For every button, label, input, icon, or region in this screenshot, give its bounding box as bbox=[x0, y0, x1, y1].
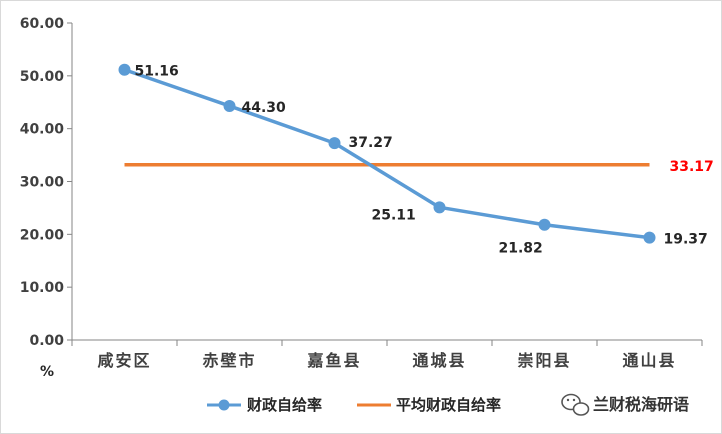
watermark: 兰财税海研语 bbox=[561, 393, 689, 416]
x-tick-label: 通山县 bbox=[622, 351, 676, 370]
x-tick-label: 咸安区 bbox=[97, 351, 151, 370]
legend-marker-blue bbox=[218, 399, 230, 411]
data-point bbox=[643, 231, 656, 244]
x-tick-label: 崇阳县 bbox=[517, 351, 571, 370]
y-tick-label: 30.00 bbox=[20, 175, 65, 191]
data-point bbox=[223, 99, 236, 112]
y-tick-label: 40.00 bbox=[20, 122, 65, 138]
x-tick-label: 赤壁市 bbox=[202, 351, 256, 370]
data-label: 21.82 bbox=[499, 241, 543, 257]
x-tick-label: 通城县 bbox=[412, 351, 466, 370]
data-point bbox=[538, 218, 551, 231]
data-label: 19.37 bbox=[664, 232, 708, 248]
data-label: 51.16 bbox=[135, 64, 179, 80]
legend: 财政自给率 平均财政自给率 bbox=[207, 396, 501, 414]
y-tick-label: 20.00 bbox=[20, 227, 65, 243]
legend-label-self-sufficiency: 财政自给率 bbox=[247, 396, 322, 414]
legend-item-self-sufficiency: 财政自给率 bbox=[207, 396, 322, 414]
y-tick-label: 60.00 bbox=[20, 16, 65, 32]
y-tick-label: 50.00 bbox=[20, 69, 65, 85]
y-tick-label: 0.00 bbox=[29, 333, 64, 349]
average-data-label: 33.17 bbox=[670, 159, 714, 175]
self-sufficiency-line bbox=[123, 68, 650, 240]
data-label: 44.30 bbox=[242, 100, 287, 116]
y-tick-label: 10.00 bbox=[20, 280, 65, 296]
legend-label-average: 平均财政自给率 bbox=[396, 396, 501, 414]
data-point bbox=[118, 63, 131, 76]
data-point bbox=[328, 137, 341, 150]
y-axis-ticks: 0.00 10.00 20.00 30.00 40.00 50.00 60.00 bbox=[20, 16, 72, 349]
watermark-text: 兰财税海研语 bbox=[593, 395, 689, 414]
data-label: 25.11 bbox=[372, 207, 416, 223]
series-layer: 33.17 51.16 44.30 37.27 25.11 21.82 19.37 bbox=[118, 63, 714, 257]
legend-item-average: 平均财政自给率 bbox=[357, 396, 501, 414]
x-tick-label: 嘉鱼县 bbox=[306, 351, 361, 370]
y-axis-unit: % bbox=[40, 364, 54, 380]
wechat-icon bbox=[561, 393, 590, 416]
x-axis-ticks: 咸安区 赤壁市 嘉鱼县 通城县 崇阳县 通山县 bbox=[71, 340, 703, 370]
data-label: 37.27 bbox=[349, 135, 393, 151]
data-point bbox=[433, 201, 446, 214]
